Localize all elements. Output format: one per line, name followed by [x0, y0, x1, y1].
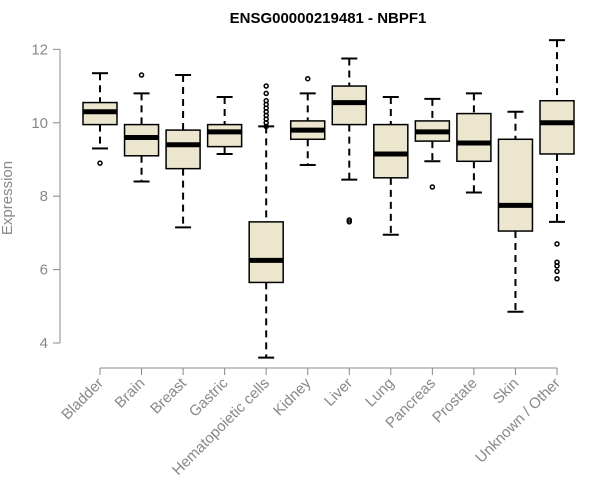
box-group	[497, 110, 534, 313]
outlier-point	[554, 268, 560, 275]
box-iqr	[331, 85, 368, 126]
outlier-point	[554, 263, 560, 269]
x-category-label: Kidney	[270, 374, 315, 419]
box-group	[206, 96, 243, 155]
box-group	[539, 39, 575, 282]
x-category-label: Liver	[321, 375, 356, 410]
x-category-label: Prostate	[429, 375, 481, 427]
box-group	[456, 92, 492, 194]
box-iqr	[373, 123, 409, 179]
y-tick-label: 12	[31, 41, 48, 58]
box-iqr	[456, 112, 492, 163]
y-tick-label: 6	[40, 262, 48, 279]
outlier-point	[429, 184, 436, 190]
outlier-point	[263, 83, 269, 89]
x-category-label: Bladder	[58, 375, 107, 424]
outlier-point	[554, 276, 560, 282]
y-axis: 4 6 8 10 12	[31, 41, 61, 352]
x-category-label: Breast	[147, 374, 190, 417]
box-iqr	[206, 123, 243, 148]
y-tick-label: 10	[31, 115, 48, 132]
box-iqr	[248, 221, 284, 284]
box-iqr	[165, 129, 201, 170]
x-category-label: Skin	[490, 375, 523, 408]
outlier-point	[346, 217, 353, 223]
outlier-point	[554, 241, 560, 247]
box-group	[414, 97, 451, 190]
outlier-point	[138, 72, 145, 78]
box-group	[165, 74, 201, 229]
box-group	[331, 57, 368, 225]
outlier-point	[263, 97, 269, 104]
outlier-point	[304, 75, 311, 82]
outlier-point	[263, 90, 269, 97]
y-axis-label: Expression	[0, 161, 16, 235]
box-group	[82, 72, 118, 166]
box-group	[373, 96, 409, 236]
box-iqr	[497, 138, 534, 232]
chart-title: ENSG00000219481 - NBPF1	[230, 10, 427, 27]
y-tick-label: 4	[40, 335, 48, 352]
x-category-label: Brain	[112, 375, 149, 412]
box-iqr	[123, 123, 160, 157]
boxes-group	[82, 39, 575, 359]
box-iqr	[539, 99, 575, 155]
y-tick-label: 8	[40, 188, 48, 205]
box-group	[123, 72, 160, 183]
box-group	[289, 75, 326, 166]
box-group	[248, 83, 284, 359]
x-category-label: Lung	[362, 375, 398, 411]
outlier-point	[97, 160, 103, 166]
